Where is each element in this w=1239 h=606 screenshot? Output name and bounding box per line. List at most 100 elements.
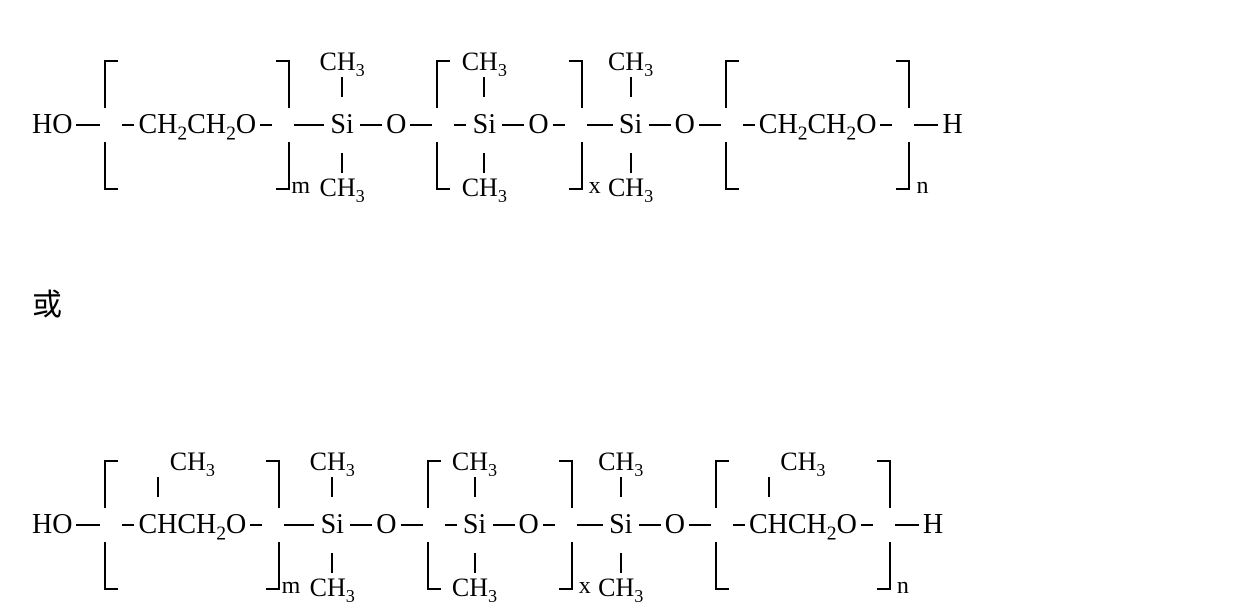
bond: [122, 124, 134, 126]
ch3-top: CH3: [319, 49, 364, 75]
ch-main: CHCH2O: [138, 511, 246, 539]
bond-v: [483, 153, 485, 173]
oxygen: O: [519, 511, 539, 539]
bond: [587, 124, 613, 126]
bond: [445, 524, 457, 526]
bracket-close-n: n: [896, 60, 910, 190]
separator-or: 或: [32, 280, 62, 324]
bracket-open-n: [715, 460, 729, 590]
bond-v: [331, 477, 333, 497]
bond: [410, 124, 432, 126]
ch3-top: CH3: [598, 449, 643, 475]
bond-v: [768, 477, 770, 497]
bond: [502, 124, 524, 126]
bond: [401, 524, 423, 526]
si-atom: Si: [321, 509, 344, 540]
bond-v: [620, 477, 622, 497]
bond: [733, 524, 745, 526]
oxygen: O: [386, 111, 406, 139]
si-atom: Si: [609, 509, 632, 540]
si-atom: Si: [473, 109, 496, 140]
bond-v: [483, 77, 485, 97]
bond: [649, 124, 671, 126]
bond-v: [341, 153, 343, 173]
terminal-left: HO: [32, 111, 72, 139]
bond: [250, 524, 262, 526]
repeat-unit-2: CH2CH2O: [759, 111, 877, 139]
si-atom: Si: [463, 509, 486, 540]
bond: [895, 524, 919, 526]
bracket-open-m: [104, 60, 118, 190]
si-end-right: CH3 Si CH3: [617, 111, 645, 139]
bond: [76, 124, 100, 126]
bond: [577, 524, 603, 526]
bracket-open-x: [427, 460, 441, 590]
bond-v: [474, 553, 476, 573]
repeat-unit-1: CH2CH2O: [138, 111, 256, 139]
subscript-n: n: [916, 174, 928, 198]
bond: [360, 124, 382, 126]
si-repeat: CH3 Si CH3: [470, 111, 498, 139]
bracket-close-n: n: [877, 460, 891, 590]
subscript-x: x: [589, 174, 601, 198]
ch3-top: CH3: [310, 449, 355, 475]
terminal-right: H: [942, 111, 962, 139]
bond: [260, 124, 272, 126]
bond-v: [630, 153, 632, 173]
bond-v: [341, 77, 343, 97]
oxygen: O: [675, 111, 695, 139]
bracket-open-n: [725, 60, 739, 190]
bond-v: [157, 477, 159, 497]
bond: [76, 524, 100, 526]
bond: [493, 524, 515, 526]
subscript-m: m: [282, 574, 301, 598]
terminal-right: H: [923, 511, 943, 539]
si-repeat: CH3 Si CH3: [461, 511, 489, 539]
ch3-top: CH3: [452, 449, 497, 475]
ch3-top: CH3: [780, 449, 825, 475]
bond: [689, 524, 711, 526]
si-end-left: CH3 Si CH3: [328, 111, 356, 139]
ch3-top: CH3: [170, 449, 215, 475]
bond: [553, 124, 565, 126]
bracket-open-x: [436, 60, 450, 190]
bond: [914, 124, 938, 126]
ch3-bot: CH3: [310, 575, 355, 601]
ch3-bot: CH3: [608, 175, 653, 201]
bond: [861, 524, 873, 526]
bond: [454, 124, 466, 126]
bond: [639, 524, 661, 526]
si-atom: Si: [330, 109, 353, 140]
ch-main: CHCH2O: [749, 511, 857, 539]
oxygen: O: [528, 111, 548, 139]
bond-v: [331, 553, 333, 573]
bond: [284, 524, 314, 526]
subscript-m: m: [291, 174, 310, 198]
bond: [350, 524, 372, 526]
bond: [294, 124, 324, 126]
ch-with-ch3: CH3 CHCH2O: [749, 511, 857, 539]
ch3-bot: CH3: [319, 175, 364, 201]
ch3-bot: CH3: [598, 575, 643, 601]
bracket-close-x: x: [559, 460, 573, 590]
formula-2: HO CH3 CHCH2O m CH3 Si CH3 O CH3: [32, 460, 943, 590]
bond: [122, 524, 134, 526]
ch3-top: CH3: [462, 49, 507, 75]
bond: [880, 124, 892, 126]
si-atom: Si: [619, 109, 642, 140]
ch3-top: CH3: [608, 49, 653, 75]
ch3-bot: CH3: [462, 175, 507, 201]
bond-v: [620, 553, 622, 573]
si-end-right: CH3 Si CH3: [607, 511, 635, 539]
bracket-open-m: [104, 460, 118, 590]
bond: [543, 524, 555, 526]
subscript-x: x: [579, 574, 591, 598]
bracket-close-m: m: [276, 60, 290, 190]
si-end-left: CH3 Si CH3: [318, 511, 346, 539]
bracket-close-m: m: [266, 460, 280, 590]
ch3-bot: CH3: [452, 575, 497, 601]
formula-1: HO CH2CH2O m CH3 Si CH3 O CH3 Si: [32, 60, 963, 190]
ch-with-ch3: CH3 CHCH2O: [138, 511, 246, 539]
terminal-left: HO: [32, 511, 72, 539]
bond-v: [474, 477, 476, 497]
